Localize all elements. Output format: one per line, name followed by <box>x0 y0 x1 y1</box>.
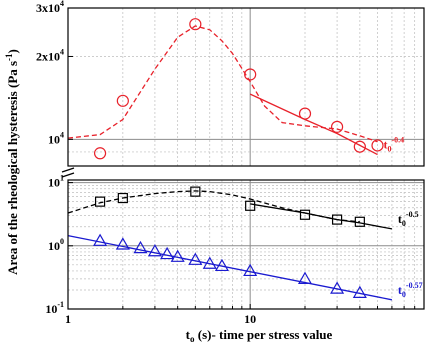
power-exp: -0.5 <box>406 210 419 219</box>
power-exp: -0.4 <box>391 136 404 145</box>
y-axis-title-close: ) <box>5 49 20 53</box>
x-axis-title-sub: o <box>190 334 195 344</box>
power-base: t <box>398 283 402 297</box>
panel-frame-lower <box>67 179 425 310</box>
y-tick-exponent: 4 <box>60 47 64 56</box>
y-tick-label: 10-1 <box>45 300 64 316</box>
data-point <box>244 68 257 81</box>
trend-dashed-upper-0 <box>67 25 378 143</box>
x-axis-title: to (s)- time per stress value <box>186 327 333 344</box>
data-point <box>214 258 229 272</box>
y-tick-label: 101 <box>48 174 64 190</box>
y-axis-title-sup: -1 <box>4 53 14 61</box>
axis-break-mark <box>61 167 75 173</box>
y-tick-base: 10 <box>48 176 60 190</box>
data-point <box>202 256 217 269</box>
y-tick-exponent: 4 <box>60 0 64 8</box>
power-sub: 0 <box>402 219 406 228</box>
power-law-label: t0-0.4 <box>383 136 404 154</box>
y-tick-base: 10 <box>45 302 57 316</box>
data-point <box>189 18 202 31</box>
plot-frame <box>61 7 425 310</box>
x-tick-label: 1 <box>65 312 71 326</box>
data-point <box>297 271 313 284</box>
power-exp: -0.57 <box>406 281 423 290</box>
trend-layer <box>67 25 393 301</box>
data-point <box>188 252 203 265</box>
data-point <box>353 140 366 153</box>
y-tick-exponent: 0 <box>60 237 64 246</box>
axis-break-mark <box>61 172 75 178</box>
trend-solid-lower-0 <box>250 203 393 230</box>
panel-frame-upper <box>67 7 425 167</box>
trend-solid-lower-1 <box>67 234 393 301</box>
y-tick-exponent: 4 <box>60 130 64 139</box>
y-tick-base: 10 <box>48 239 60 253</box>
power-sub: 0 <box>387 145 391 154</box>
data-point <box>371 139 384 152</box>
x-tick-label: 10 <box>244 312 256 326</box>
data-point <box>190 186 201 197</box>
y-tick-label: 2x104 <box>36 47 64 63</box>
power-law-labels: t0-0.4t0-0.5t0-0.57 <box>383 136 422 299</box>
data-point <box>117 192 128 204</box>
y-tick-exponent: 1 <box>60 174 64 183</box>
data-point <box>299 209 311 220</box>
y-tick-exponent: -1 <box>57 300 64 309</box>
data-point <box>116 94 129 107</box>
data-point <box>115 237 130 250</box>
power-sub: 0 <box>402 290 406 299</box>
x-axis-title-main: t <box>186 327 191 342</box>
y-axis-title-main: Area of the rheological hysteresis (Pa s <box>5 61 20 275</box>
data-point <box>93 233 108 246</box>
marker-layer <box>93 18 384 298</box>
data-point <box>330 120 344 133</box>
trend-solid-upper-0 <box>249 93 378 156</box>
data-point <box>352 285 367 298</box>
y-tick-base: 2x10 <box>36 49 60 63</box>
data-point <box>330 281 345 294</box>
data-point <box>93 147 107 160</box>
data-point <box>331 214 343 225</box>
power-law-label: t0-0.57 <box>398 281 423 299</box>
power-base: t <box>383 138 387 152</box>
data-point <box>160 246 175 260</box>
y-tick-label: 100 <box>48 237 64 253</box>
power-law-label: t0-0.5 <box>398 210 419 228</box>
y-tick-base: 10 <box>48 132 60 146</box>
power-base: t <box>398 212 402 226</box>
data-point <box>354 216 365 227</box>
data-point <box>94 196 106 207</box>
y-tick-base: 3x10 <box>36 1 60 15</box>
y-axis-title: Area of the rheological hysteresis (Pa s… <box>4 49 20 275</box>
data-point <box>147 244 162 257</box>
data-point <box>133 240 148 254</box>
data-point <box>298 107 312 120</box>
data-point <box>243 263 258 277</box>
x-axis-title-rest: (s)- time per stress value <box>195 327 333 342</box>
data-point <box>170 249 185 262</box>
y-tick-label: 104 <box>48 130 64 146</box>
data-point <box>245 200 256 211</box>
y-tick-label: 3x104 <box>36 0 64 15</box>
